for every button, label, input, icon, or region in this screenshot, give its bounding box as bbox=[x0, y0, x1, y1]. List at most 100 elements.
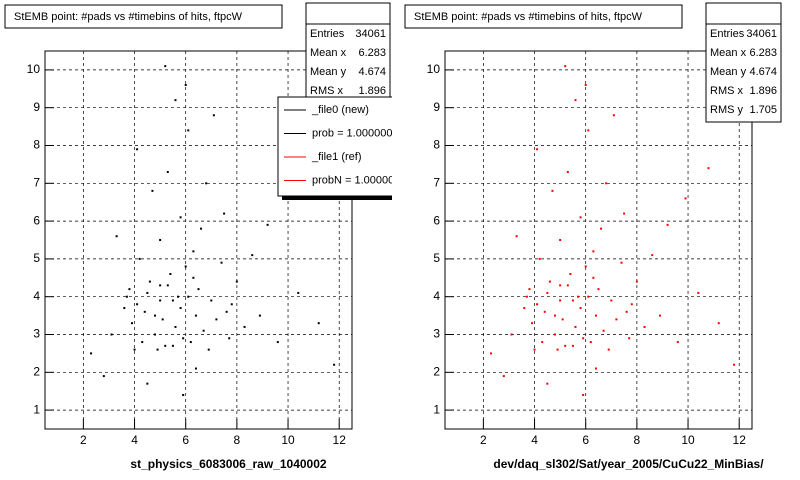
stats-label: Mean y bbox=[310, 66, 347, 78]
point bbox=[628, 337, 631, 340]
point bbox=[171, 299, 174, 302]
point bbox=[143, 310, 146, 313]
x-axis-label: st_physics_6083006_raw_1040002 bbox=[130, 457, 326, 471]
stats-value: 1.896 bbox=[358, 85, 386, 97]
point bbox=[623, 212, 626, 215]
point bbox=[276, 341, 279, 344]
point bbox=[607, 348, 610, 351]
point bbox=[169, 273, 172, 276]
legend-box bbox=[277, 96, 392, 197]
point bbox=[574, 325, 577, 328]
point bbox=[182, 337, 185, 340]
y-tick-label: 2 bbox=[33, 364, 40, 378]
point bbox=[215, 318, 218, 321]
point bbox=[635, 280, 638, 283]
point bbox=[164, 344, 167, 347]
point bbox=[192, 276, 195, 279]
point bbox=[548, 280, 551, 283]
point bbox=[133, 348, 136, 351]
point bbox=[579, 216, 582, 219]
point bbox=[146, 291, 149, 294]
point bbox=[502, 375, 505, 378]
point bbox=[546, 291, 549, 294]
point bbox=[102, 375, 105, 378]
y-tick-label: 4 bbox=[33, 289, 40, 303]
point bbox=[556, 348, 559, 351]
point bbox=[584, 84, 587, 87]
point bbox=[515, 235, 518, 238]
point bbox=[589, 341, 592, 344]
point bbox=[156, 348, 159, 351]
x-tick-label: 2 bbox=[80, 433, 87, 447]
point bbox=[533, 348, 536, 351]
point bbox=[187, 129, 190, 132]
point bbox=[571, 344, 574, 347]
point bbox=[658, 314, 661, 317]
point bbox=[154, 314, 157, 317]
point bbox=[251, 254, 254, 257]
point bbox=[230, 303, 233, 306]
point bbox=[223, 212, 226, 215]
stats-value: 4.674 bbox=[358, 66, 386, 78]
point bbox=[582, 337, 585, 340]
point bbox=[600, 227, 603, 230]
point bbox=[530, 322, 533, 325]
point bbox=[543, 310, 546, 313]
point bbox=[184, 84, 187, 87]
point bbox=[159, 239, 162, 241]
point bbox=[333, 363, 336, 366]
point bbox=[182, 393, 185, 396]
point bbox=[220, 261, 223, 264]
stats-value: 4.674 bbox=[749, 66, 777, 78]
point bbox=[525, 295, 528, 298]
x-tick-label: 6 bbox=[582, 433, 589, 447]
point bbox=[620, 261, 623, 264]
point bbox=[200, 227, 203, 230]
stats-label: RMS y bbox=[710, 104, 744, 116]
point bbox=[541, 341, 544, 344]
y-tick-label: 10 bbox=[27, 62, 41, 76]
point bbox=[561, 318, 564, 321]
point bbox=[210, 299, 213, 302]
point bbox=[592, 276, 595, 279]
point bbox=[258, 314, 261, 317]
stats-value: 1.705 bbox=[749, 104, 777, 116]
stats-label: Mean x bbox=[310, 47, 347, 59]
point bbox=[125, 295, 128, 298]
point bbox=[174, 325, 177, 328]
x-tick-label: 8 bbox=[634, 433, 641, 447]
y-tick-label: 5 bbox=[33, 251, 40, 265]
stats-value: 6.283 bbox=[358, 47, 386, 59]
point bbox=[171, 344, 174, 347]
y-tick-label: 7 bbox=[33, 175, 40, 189]
point bbox=[551, 189, 554, 192]
point bbox=[189, 341, 192, 344]
chart-title: StEMB point: #pads vs #timebins of hits,… bbox=[14, 11, 243, 23]
y-tick-label: 2 bbox=[433, 364, 440, 378]
point bbox=[569, 273, 572, 276]
stats-label: RMS x bbox=[310, 85, 344, 97]
point bbox=[587, 295, 590, 298]
x-tick-label: 4 bbox=[531, 433, 538, 447]
point bbox=[523, 307, 526, 310]
point bbox=[564, 344, 567, 347]
point bbox=[177, 295, 180, 298]
legend-label: _file1 (ref) bbox=[311, 151, 362, 163]
chart-title: StEMB point: #pads vs #timebins of hits,… bbox=[414, 11, 643, 23]
point bbox=[554, 333, 557, 336]
plot-frame bbox=[444, 50, 753, 430]
point bbox=[184, 265, 187, 268]
point bbox=[597, 288, 600, 291]
point bbox=[594, 367, 597, 370]
point bbox=[582, 393, 585, 396]
point bbox=[564, 65, 567, 68]
point bbox=[148, 280, 151, 283]
y-tick-label: 1 bbox=[433, 402, 440, 416]
stats-label: Mean y bbox=[710, 66, 747, 78]
x-tick-label: 12 bbox=[733, 433, 747, 447]
point bbox=[610, 299, 613, 302]
stats-label: Entries bbox=[310, 28, 345, 40]
point bbox=[577, 295, 580, 298]
y-tick-label: 7 bbox=[433, 175, 440, 189]
